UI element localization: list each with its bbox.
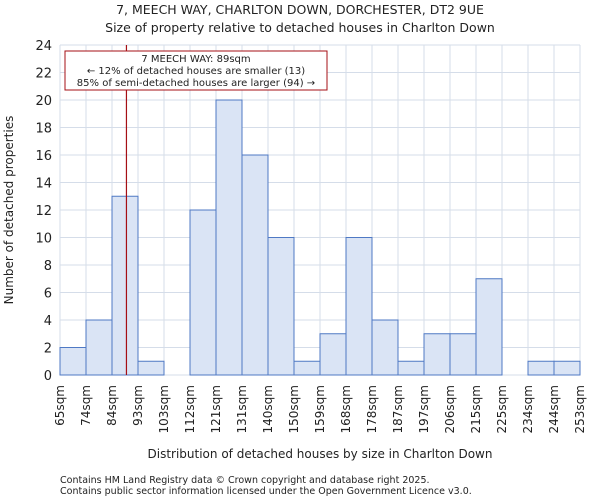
x-tick-label: 168sqm bbox=[339, 385, 353, 433]
y-tick-label: 8 bbox=[44, 259, 52, 274]
y-tick-label: 18 bbox=[35, 122, 52, 137]
annotation-line-1: 7 MEECH WAY: 89sqm bbox=[141, 54, 250, 65]
x-tick-label: 74sqm bbox=[79, 385, 93, 426]
bar-206sqm bbox=[449, 333, 477, 376]
bar-150sqm bbox=[293, 360, 321, 376]
x-axis-label: Distribution of detached houses by size … bbox=[148, 447, 493, 461]
x-tick-label: 234sqm bbox=[521, 385, 535, 433]
annotation-line-2: ← 12% of detached houses are smaller (13… bbox=[87, 66, 305, 77]
bar-178sqm bbox=[371, 319, 399, 376]
annotation-box: 7 MEECH WAY: 89sqm ← 12% of detached hou… bbox=[64, 50, 328, 91]
annotation-line-3: 85% of semi-detached houses are larger (… bbox=[77, 78, 315, 89]
x-tick-label: 178sqm bbox=[365, 385, 379, 433]
footer-line-2: Contains public sector information licen… bbox=[60, 486, 472, 497]
bar-244sqm bbox=[553, 360, 581, 376]
bar-140sqm bbox=[267, 237, 295, 376]
bar-131sqm bbox=[241, 154, 269, 376]
bar-121sqm bbox=[215, 99, 243, 376]
y-tick-label: 16 bbox=[35, 149, 52, 164]
x-tick-label: 215sqm bbox=[469, 385, 483, 433]
bar-65sqm bbox=[59, 347, 87, 376]
x-tick-label: 103sqm bbox=[157, 385, 171, 433]
y-tick-label: 20 bbox=[35, 94, 52, 109]
y-tick-label: 12 bbox=[35, 204, 52, 219]
x-tick-label: 112sqm bbox=[183, 385, 197, 433]
y-tick-label: 4 bbox=[44, 314, 52, 329]
x-tick-label: 206sqm bbox=[443, 385, 457, 433]
bar-197sqm bbox=[423, 333, 451, 376]
bar-234sqm bbox=[527, 360, 555, 376]
x-tick-label: 159sqm bbox=[313, 385, 327, 433]
x-tick-label: 65sqm bbox=[53, 385, 67, 426]
bar-168sqm bbox=[345, 237, 373, 376]
y-tick-label: 6 bbox=[44, 287, 52, 302]
x-tick-label: 253sqm bbox=[573, 385, 587, 433]
bar-215sqm bbox=[475, 278, 503, 376]
bar-93sqm bbox=[137, 360, 165, 376]
bars bbox=[59, 99, 581, 376]
y-axis-label: Number of detached properties bbox=[2, 116, 16, 305]
footer-line-1: Contains HM Land Registry data © Crown c… bbox=[60, 475, 430, 486]
bar-112sqm bbox=[189, 209, 217, 376]
x-tick-label: 225sqm bbox=[495, 385, 509, 433]
y-tick-label: 14 bbox=[35, 177, 52, 192]
bar-74sqm bbox=[85, 319, 113, 376]
y-tick-label: 22 bbox=[35, 67, 52, 82]
bar-187sqm bbox=[397, 360, 425, 376]
x-tick-labels: 65sqm 74sqm 84sqm 93sqm 103sqm 112sqm 121sqm 13… bbox=[53, 385, 587, 433]
y-tick-label: 10 bbox=[35, 232, 52, 247]
chart-title: 7, MEECH WAY, CHARLTON DOWN, DORCHESTER,… bbox=[116, 2, 484, 17]
x-tick-label: 93sqm bbox=[131, 385, 145, 426]
y-tick-label: 24 bbox=[35, 39, 52, 54]
x-tick-label: 187sqm bbox=[391, 385, 405, 433]
x-tick-label: 131sqm bbox=[235, 385, 249, 433]
bar-159sqm bbox=[319, 333, 347, 376]
chart-subtitle: Size of property relative to detached ho… bbox=[105, 20, 495, 35]
x-tick-label: 140sqm bbox=[261, 385, 275, 433]
x-tick-label: 121sqm bbox=[209, 385, 223, 433]
y-tick-label: 0 bbox=[44, 369, 52, 384]
x-tick-label: 150sqm bbox=[287, 385, 301, 433]
x-tick-label: 197sqm bbox=[417, 385, 431, 433]
x-tick-label: 244sqm bbox=[547, 385, 561, 433]
y-tick-label: 2 bbox=[44, 342, 52, 357]
bar-84sqm bbox=[111, 195, 139, 376]
x-tick-label: 84sqm bbox=[105, 385, 119, 426]
